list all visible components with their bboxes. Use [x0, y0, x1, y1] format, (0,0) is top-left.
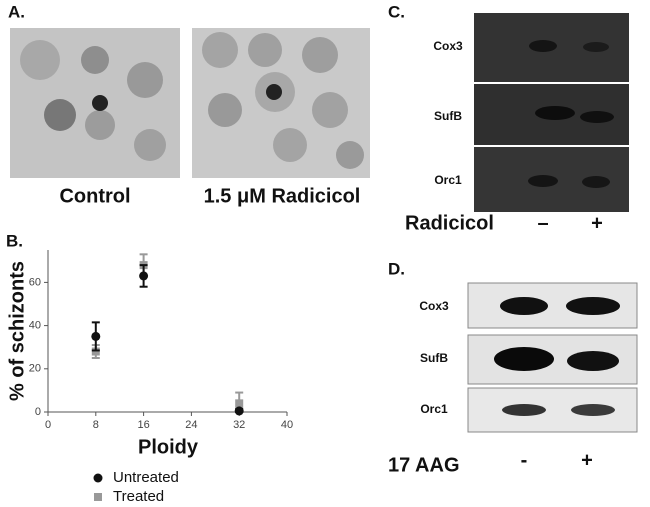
row-label: Cox3	[433, 39, 463, 53]
point	[91, 331, 101, 341]
legend-label: Untreated	[113, 469, 179, 486]
point	[139, 271, 149, 281]
x-tick-label: 0	[45, 419, 51, 431]
row-label: SufB	[434, 109, 462, 123]
x-tick-label: 24	[185, 419, 197, 431]
x-axis-label: Ploidy	[138, 436, 199, 458]
legend-marker	[93, 473, 103, 483]
treatment-label: 17 AAG	[388, 454, 460, 476]
panel-label: D.	[388, 259, 405, 278]
micrograph	[192, 28, 370, 178]
panel-label: A.	[8, 2, 25, 21]
y-tick-label: 60	[29, 276, 41, 288]
x-tick-label: 16	[137, 419, 149, 431]
caption: Control	[59, 185, 130, 207]
y-tick-label: 20	[29, 363, 41, 375]
x-tick-label: 40	[281, 419, 293, 431]
treatment-label: Radicicol	[405, 212, 494, 234]
row-label: Cox3	[419, 299, 449, 313]
lane-label: -	[521, 449, 528, 471]
caption: 1.5 μM Radicicol	[204, 185, 361, 207]
lane-label: +	[591, 212, 603, 234]
y-tick-label: 40	[29, 320, 41, 332]
row-label: Orc1	[434, 173, 462, 187]
x-tick-label: 32	[233, 419, 245, 431]
panel-label: C.	[388, 2, 405, 21]
micrograph	[10, 28, 180, 178]
legend-marker	[94, 493, 102, 501]
row-label: Orc1	[420, 402, 448, 416]
y-axis-label: % of schizonts	[6, 261, 28, 401]
legend-label: Treated	[113, 488, 164, 505]
blot	[467, 282, 638, 433]
row-label: SufB	[420, 351, 448, 365]
lane-label: +	[581, 449, 593, 471]
panel-label: B.	[6, 231, 23, 250]
y-tick-label: 0	[35, 406, 41, 418]
blot	[474, 13, 629, 212]
point	[234, 406, 244, 416]
point	[235, 399, 244, 408]
point	[91, 347, 100, 356]
x-tick-label: 8	[93, 419, 99, 431]
lane-label: –	[537, 212, 548, 234]
